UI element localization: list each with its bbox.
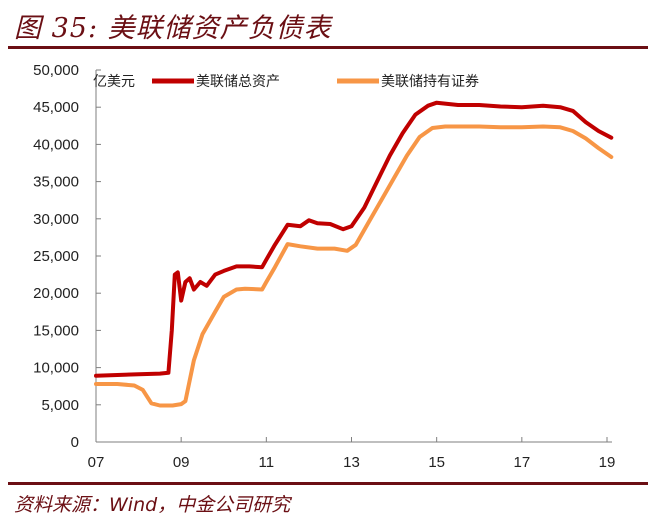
y-tick-label: 45,000 [33, 99, 79, 116]
x-tick-label: 15 [428, 454, 445, 471]
x-tick-label: 13 [343, 454, 360, 471]
legend-label: 美联储持有证券 [381, 74, 479, 90]
figure-title: 图 35: 美联储资产负债表 [14, 13, 332, 44]
source-divider [8, 482, 648, 485]
x-tick-label: 07 [88, 454, 105, 471]
x-tick-label: 19 [599, 454, 616, 471]
series-line [94, 124, 614, 408]
y-tick-label: 5,000 [41, 397, 79, 414]
x-axis: 07 09 11 13 15 17 19 [88, 437, 616, 471]
y-tick-label: 30,000 [33, 211, 79, 228]
y-tick-label: 35,000 [33, 174, 79, 191]
legend: 美联储总资产 美联储持有证券 [152, 74, 479, 90]
series-lines [94, 100, 614, 408]
series-line [94, 100, 614, 378]
y-unit-label: 亿美元 [93, 74, 135, 90]
x-tick-label: 11 [259, 454, 275, 471]
y-tick-label: 25,000 [33, 248, 79, 265]
y-tick-label: 40,000 [33, 136, 79, 153]
y-axis: 0 5,000 10,000 15,000 20,000 25,000 30,000 35,0… [33, 62, 101, 451]
y-tick-label: 0 [71, 434, 79, 451]
y-tick-label: 10,000 [33, 360, 79, 377]
y-tick-label: 15,000 [33, 322, 79, 339]
source-note: 资料来源：Wind，中金公司研究 [14, 494, 291, 516]
legend-label: 美联储总资产 [196, 74, 280, 90]
y-tick-label: 50,000 [33, 62, 79, 79]
title-divider [8, 46, 648, 49]
y-tick-label: 20,000 [33, 285, 79, 302]
x-tick-label: 09 [173, 454, 190, 471]
x-tick-label: 17 [513, 454, 530, 471]
